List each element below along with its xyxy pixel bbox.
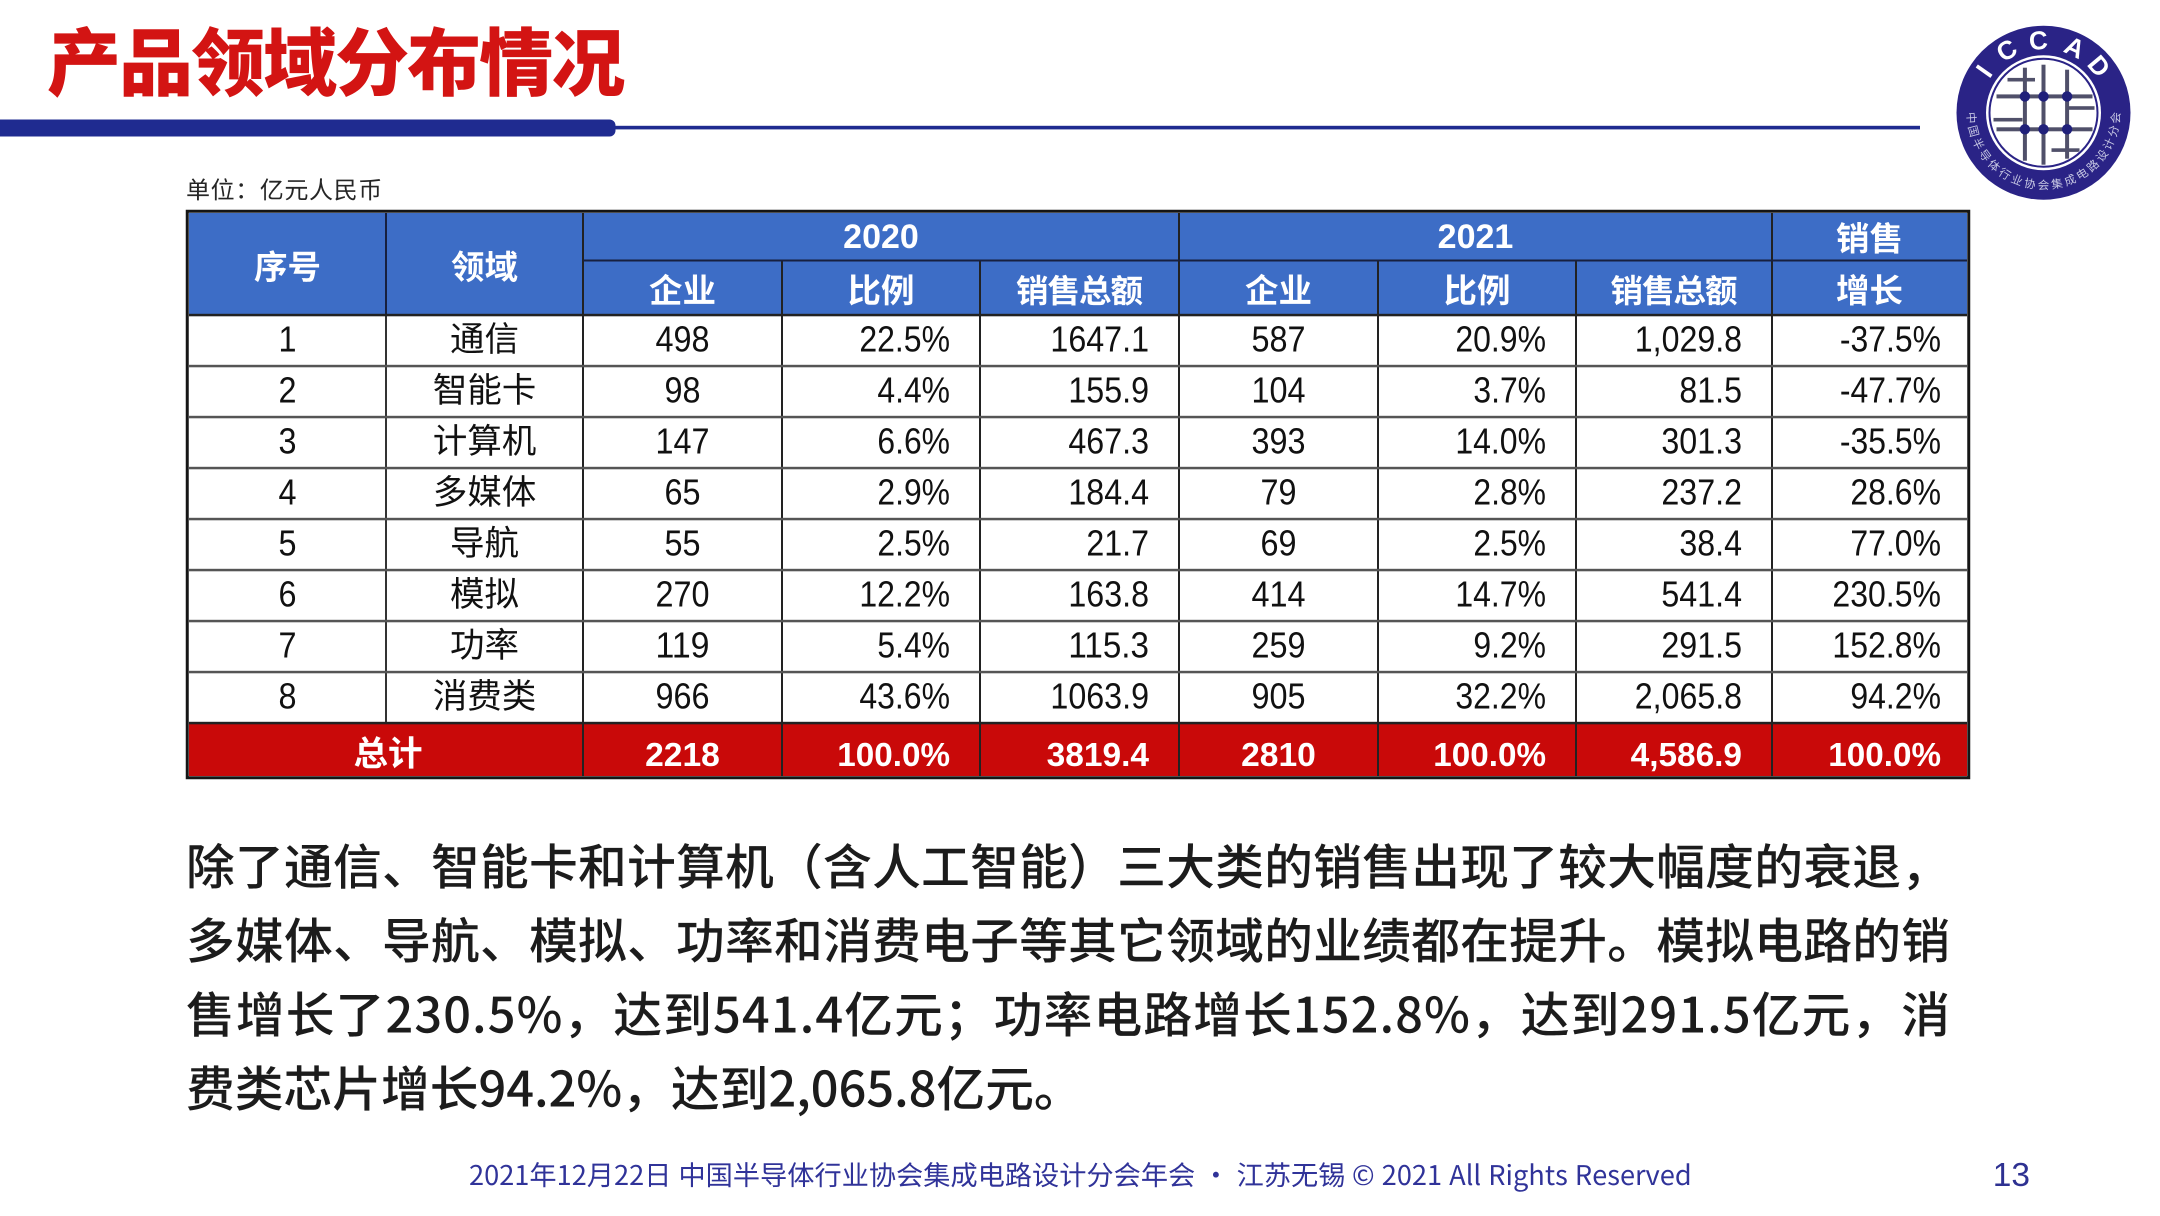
svg-text:393: 393 — [1252, 421, 1306, 462]
svg-text:43.6%: 43.6% — [859, 676, 950, 717]
svg-text:259: 259 — [1252, 625, 1306, 666]
svg-text:1647.1: 1647.1 — [1050, 319, 1149, 360]
svg-text:155.9: 155.9 — [1068, 370, 1149, 411]
svg-text:119: 119 — [656, 625, 710, 666]
svg-text:14.7%: 14.7% — [1455, 574, 1546, 615]
svg-text:966: 966 — [656, 676, 710, 717]
svg-text:9.2%: 9.2% — [1473, 625, 1546, 666]
svg-text:2021: 2021 — [1438, 218, 1514, 256]
svg-text:237.2: 237.2 — [1661, 472, 1742, 513]
svg-text:21.7: 21.7 — [1086, 523, 1149, 564]
svg-text:2810: 2810 — [1241, 736, 1316, 773]
svg-text:1,029.8: 1,029.8 — [1635, 319, 1742, 360]
svg-text:1063.9: 1063.9 — [1050, 676, 1149, 717]
svg-text:100.0%: 100.0% — [837, 736, 950, 773]
svg-text:28.6%: 28.6% — [1850, 472, 1941, 513]
svg-text:-37.5%: -37.5% — [1840, 319, 1941, 360]
svg-text:81.5: 81.5 — [1679, 370, 1742, 411]
svg-text:301.3: 301.3 — [1661, 421, 1742, 462]
svg-text:2.8%: 2.8% — [1473, 472, 1546, 513]
svg-text:905: 905 — [1252, 676, 1306, 717]
svg-text:2.9%: 2.9% — [877, 472, 950, 513]
svg-text:7: 7 — [279, 625, 297, 666]
svg-text:69: 69 — [1261, 523, 1297, 564]
svg-text:2,065.8: 2,065.8 — [1635, 676, 1742, 717]
svg-text:414: 414 — [1252, 574, 1306, 615]
svg-text:98: 98 — [665, 370, 701, 411]
svg-text:6: 6 — [279, 574, 297, 615]
svg-text:147: 147 — [656, 421, 710, 462]
svg-text:467.3: 467.3 — [1068, 421, 1149, 462]
svg-text:2.5%: 2.5% — [1473, 523, 1546, 564]
svg-text:100.0%: 100.0% — [1828, 736, 1941, 773]
svg-text:5: 5 — [279, 523, 297, 564]
svg-text:3: 3 — [279, 421, 297, 462]
svg-text:498: 498 — [656, 319, 710, 360]
svg-text:20.9%: 20.9% — [1455, 319, 1546, 360]
svg-text:77.0%: 77.0% — [1850, 523, 1941, 564]
svg-text:38.4: 38.4 — [1679, 523, 1742, 564]
svg-text:291.5: 291.5 — [1661, 625, 1742, 666]
svg-text:79: 79 — [1261, 472, 1297, 513]
svg-text:32.2%: 32.2% — [1455, 676, 1546, 717]
svg-text:184.4: 184.4 — [1068, 472, 1149, 513]
svg-text:104: 104 — [1252, 370, 1306, 411]
svg-text:541.4: 541.4 — [1661, 574, 1742, 615]
svg-text:230.5%: 230.5% — [1832, 574, 1941, 615]
svg-text:C: C — [2028, 25, 2049, 56]
svg-text:12.2%: 12.2% — [859, 574, 950, 615]
svg-text:6.6%: 6.6% — [877, 421, 950, 462]
svg-text:4,586.9: 4,586.9 — [1631, 736, 1742, 773]
svg-text:5.4%: 5.4% — [877, 625, 950, 666]
svg-text:14.0%: 14.0% — [1455, 421, 1546, 462]
svg-text:2: 2 — [279, 370, 297, 411]
svg-text:3.7%: 3.7% — [1473, 370, 1546, 411]
svg-text:100.0%: 100.0% — [1433, 736, 1546, 773]
svg-text:115.3: 115.3 — [1068, 625, 1149, 666]
svg-text:2218: 2218 — [645, 736, 720, 773]
svg-text:55: 55 — [665, 523, 701, 564]
svg-text:4: 4 — [279, 472, 297, 513]
svg-text:152.8%: 152.8% — [1832, 625, 1941, 666]
svg-text:587: 587 — [1252, 319, 1306, 360]
svg-text:94.2%: 94.2% — [1850, 676, 1941, 717]
svg-text:3819.4: 3819.4 — [1047, 736, 1150, 773]
svg-text:-47.7%: -47.7% — [1840, 370, 1941, 411]
svg-text:1: 1 — [279, 319, 297, 360]
svg-text:4.4%: 4.4% — [877, 370, 950, 411]
svg-text:2.5%: 2.5% — [877, 523, 950, 564]
svg-text:-35.5%: -35.5% — [1840, 421, 1941, 462]
svg-text:65: 65 — [665, 472, 701, 513]
svg-text:163.8: 163.8 — [1068, 574, 1149, 615]
svg-text:22.5%: 22.5% — [859, 319, 950, 360]
svg-text:2020: 2020 — [843, 218, 919, 256]
svg-text:8: 8 — [279, 676, 297, 717]
svg-text:270: 270 — [656, 574, 710, 615]
svg-text:13: 13 — [1993, 1157, 2030, 1194]
